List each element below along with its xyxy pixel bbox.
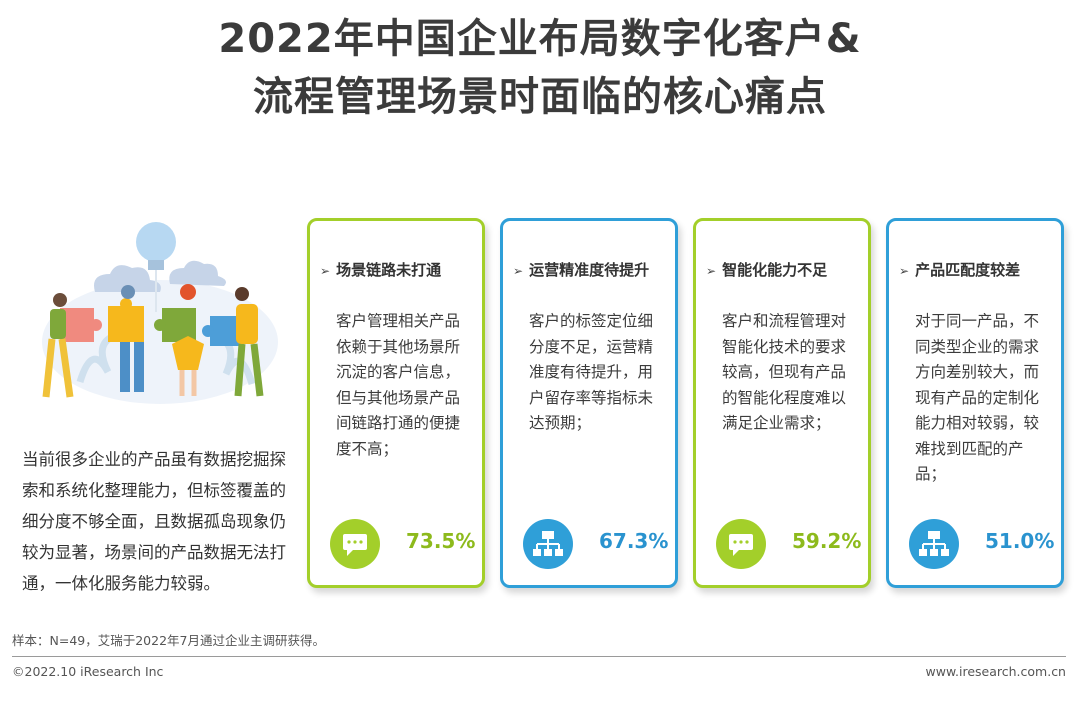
card-title-4: ➢ 产品匹配度较差 (899, 259, 1059, 280)
hierarchy-icon (909, 519, 959, 569)
website-text: www.iresearch.com.cn (925, 664, 1067, 679)
card-description: 客户和流程管理对智能化技术的要求较高，但现有产品的智能化程度难以满足企业需求； (722, 312, 847, 432)
card-title-2: ➢ 运营精准度待提升 (513, 259, 673, 280)
percentage-value: 59.2% (792, 529, 862, 553)
footer-divider (12, 656, 1066, 657)
pain-point-card-1: ➢ 场景链路未打通 客户管理相关产品依赖于其他场景所沉淀的客户信息，但与其他场景产… (307, 218, 485, 588)
chat-bubble-icon (716, 519, 766, 569)
card-title-text: 场景链路未打通 (336, 261, 442, 279)
pain-point-card-3: ➢ 智能化能力不足 客户和流程管理对智能化技术的要求较高，但现有产品的智能化程度难… (693, 218, 871, 588)
card-title-text: 智能化能力不足 (722, 261, 828, 279)
teamwork-puzzle-illustration (42, 222, 278, 404)
chat-bubble-icon (330, 519, 380, 569)
copyright-text: ©2022.10 iResearch Inc (12, 664, 164, 679)
pain-point-card-2: ➢ 运营精准度待提升 客户的标签定位细分度不足，运营精准度有待提升，用户留存率等指… (500, 218, 678, 588)
card-description: 客户管理相关产品依赖于其他场景所沉淀的客户信息，但与其他场景产品间链路打通的便捷… (336, 312, 461, 458)
card-description: 客户的标签定位细分度不足，运营精准度有待提升，用户留存率等指标未达预期； (529, 312, 654, 432)
percentage-value: 73.5% (406, 529, 476, 553)
percentage-value: 67.3% (599, 529, 669, 553)
arrow-right-icon: ➢ (899, 264, 910, 278)
card-title-3: ➢ 智能化能力不足 (706, 259, 866, 280)
card-title-text: 运营精准度待提升 (529, 261, 650, 279)
intro-paragraph: 当前很多企业的产品虽有数据挖掘探索和系统化整理能力，但标签覆盖的细分度不够全面，… (22, 450, 286, 593)
card-title-text: 产品匹配度较差 (915, 261, 1021, 279)
title-line-2: 流程管理场景时面临的核心痛点 (253, 74, 827, 120)
sample-note: 样本：N=49，艾瑞于2022年7月通过企业主调研获得。 (12, 633, 325, 648)
card-title-1: ➢ 场景链路未打通 (320, 259, 480, 280)
page-title: 2022年中国企业布局数字化客户& 流程管理场景时面临的核心痛点 (0, 10, 1080, 126)
arrow-right-icon: ➢ (513, 264, 524, 278)
title-line-1: 2022年中国企业布局数字化客户& (218, 16, 862, 62)
percentage-value: 51.0% (985, 529, 1055, 553)
hierarchy-icon (523, 519, 573, 569)
arrow-right-icon: ➢ (320, 264, 331, 278)
pain-point-card-4: ➢ 产品匹配度较差 对于同一产品，不同类型企业的需求方向差别较大，而现有产品的定制… (886, 218, 1064, 588)
card-description: 对于同一产品，不同类型企业的需求方向差别较大，而现有产品的定制化能力相对较弱，较… (915, 312, 1040, 483)
arrow-right-icon: ➢ (706, 264, 717, 278)
